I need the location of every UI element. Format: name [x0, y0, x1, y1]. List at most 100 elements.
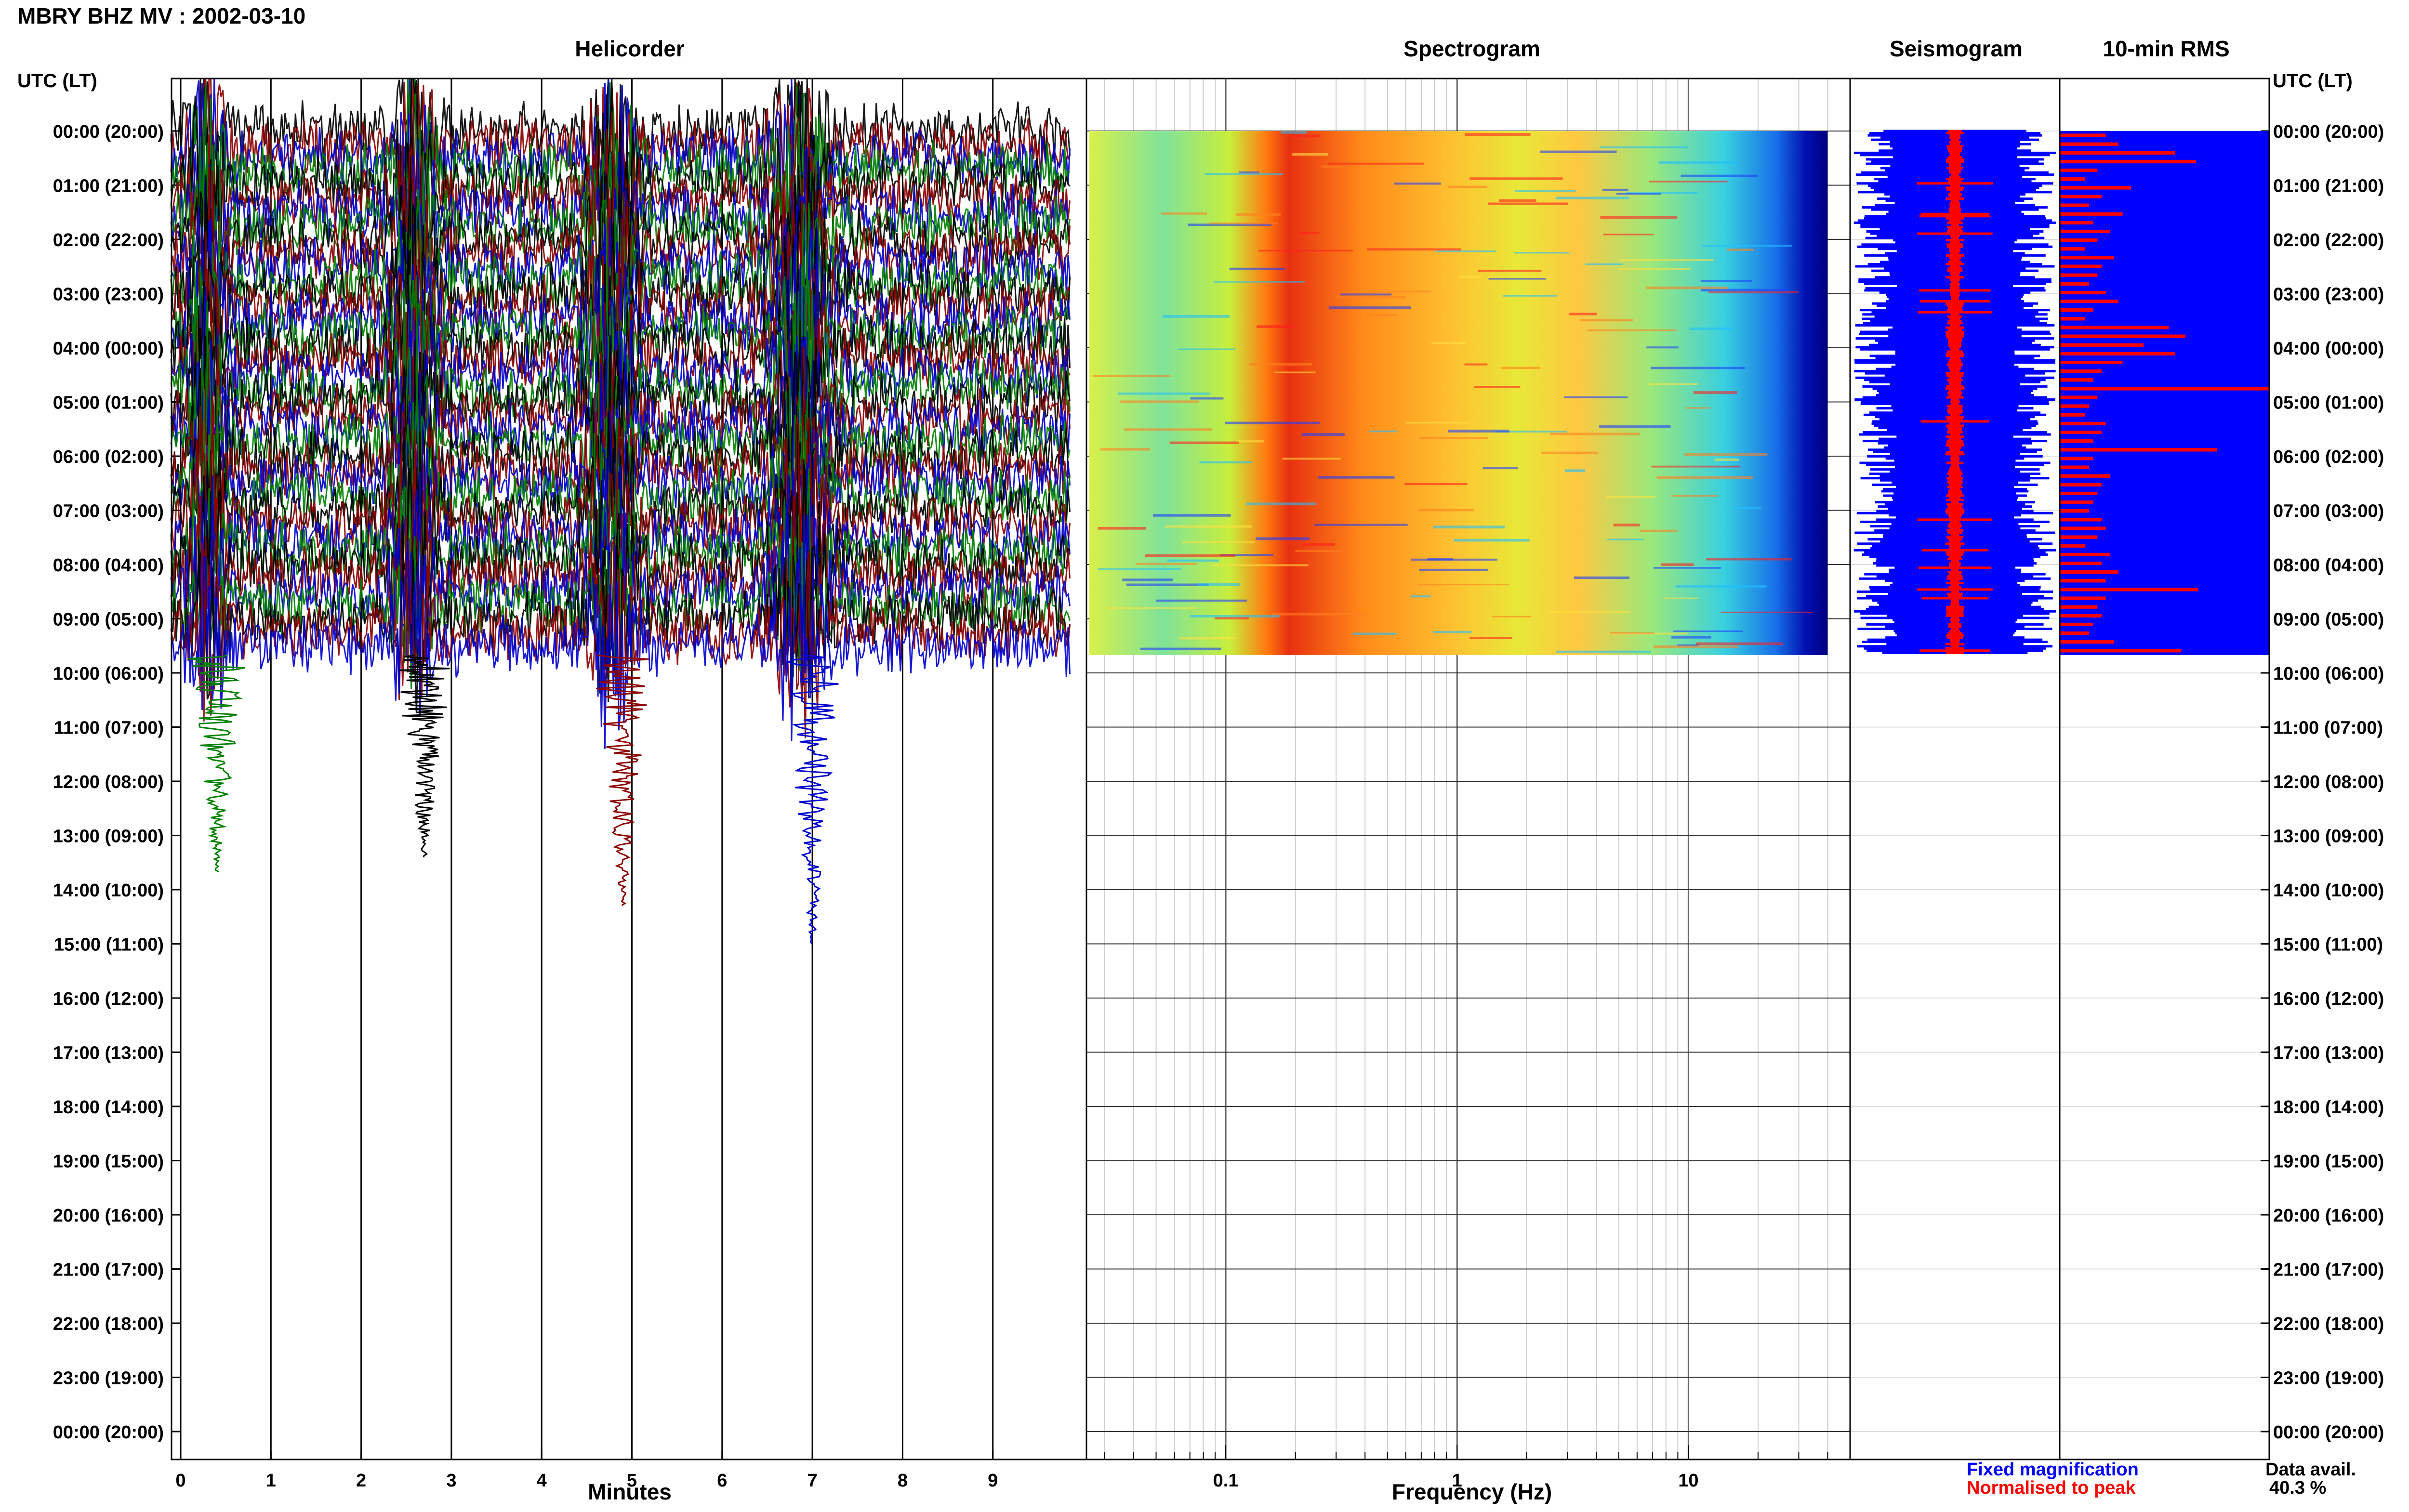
spectrogram-streak — [1314, 524, 1408, 526]
spectrogram-streak — [1340, 293, 1392, 296]
utc-hour-label-left: 19:00 (15:00) — [53, 1152, 164, 1172]
spectrogram-streak — [1671, 636, 1711, 639]
spectrogram-x-tick-label: 1 — [1452, 1471, 1462, 1491]
rms-normalised-bar — [2060, 195, 2102, 198]
utc-hour-label-left: 01:00 (21:00) — [53, 176, 164, 197]
rms-normalised-bar — [2060, 264, 2102, 268]
spectrogram-streak — [1488, 278, 1546, 280]
data-availability-label: Data avail. — [2265, 1459, 2356, 1480]
spectrogram-streak — [1167, 559, 1219, 562]
utc-hour-label-left: 10:00 (06:00) — [53, 664, 164, 684]
rms-normalised-bar — [2060, 212, 2123, 216]
spectrogram-streak — [1700, 280, 1752, 282]
spectrogram-streak — [1214, 617, 1249, 619]
spectrogram-streak — [1564, 469, 1586, 473]
spectrogram-streak — [1616, 193, 1661, 195]
spectrogram-streak — [1599, 425, 1671, 428]
utc-hour-label-right: 03:00 (23:00) — [2273, 285, 2384, 305]
helicorder-x-tick-label: 9 — [988, 1471, 998, 1491]
spectrogram-streak — [1714, 458, 1739, 461]
spectrogram-streak — [1663, 597, 1699, 599]
spectrogram-streak — [1515, 190, 1576, 192]
spectrogram-streak — [1651, 465, 1741, 468]
utc-hour-label-left: 05:00 (01:00) — [53, 393, 164, 413]
spectrogram-streak — [1702, 245, 1792, 247]
spectrogram-streak — [1229, 267, 1285, 271]
spectrogram-streak — [1550, 433, 1640, 435]
spectrogram-streak — [1658, 161, 1738, 164]
spectrogram-streak — [1656, 476, 1753, 479]
spectrogram-streak — [1291, 134, 1320, 138]
rms-normalised-bar — [2060, 247, 2085, 251]
spectrogram-streak — [1684, 453, 1768, 456]
spectrogram-streak — [1404, 483, 1468, 486]
utc-hour-label-left: 09:00 (05:00) — [53, 610, 164, 630]
spectrogram-streak — [1246, 502, 1316, 506]
utc-header-right: UTC (LT) — [2273, 70, 2353, 92]
spectrogram-streak — [1492, 616, 1531, 618]
spectrogram-streak — [1204, 173, 1284, 175]
utc-hour-label-left: 12:00 (08:00) — [53, 772, 164, 792]
rms-normalised-bar — [2060, 221, 2093, 225]
spectrogram-streak — [1417, 584, 1509, 586]
utc-hour-label-right: 18:00 (14:00) — [2273, 1097, 2384, 1118]
rms-normalised-bar — [2060, 282, 2089, 286]
spectrogram-streak — [1118, 392, 1211, 395]
plot-frame — [171, 78, 2270, 1460]
spectrogram-streak — [1448, 185, 1487, 188]
rms-normalised-bar — [2060, 579, 2106, 583]
helicorder-x-tick-label: 4 — [537, 1471, 547, 1491]
legend-normalised-to-peak: Normalised to peak — [1967, 1478, 2136, 1498]
spectrogram-streak — [1564, 396, 1628, 398]
rms-normalised-bar — [2060, 474, 2110, 478]
spectrogram-streak — [1447, 429, 1509, 433]
helicorder-event-trace — [187, 654, 246, 873]
rms-normalised-bar — [2060, 518, 2102, 522]
utc-hour-label-right: 22:00 (18:00) — [2273, 1314, 2384, 1334]
spectrogram-streak — [1645, 286, 1728, 289]
spectrogram-streak — [1608, 632, 1688, 635]
helicorder-x-tick-label: 2 — [356, 1471, 366, 1491]
utc-hour-label-right: 16:00 (12:00) — [2273, 989, 2384, 1009]
spectrogram-streak — [1272, 613, 1366, 616]
rms-normalised-bar — [2060, 299, 2118, 303]
spectrogram-streak — [1671, 495, 1718, 497]
spectrogram-streak — [1498, 199, 1536, 202]
utc-hour-label-right: 17:00 (13:00) — [2273, 1043, 2384, 1064]
spectrogram-streak — [1675, 585, 1766, 588]
spectrogram-streak — [1366, 248, 1461, 250]
rms-normalised-bar — [2060, 448, 2217, 452]
rms-normalised-bar — [2060, 526, 2106, 530]
spectrogram-streak — [1681, 174, 1758, 177]
spectrogram-streak — [1140, 647, 1221, 650]
spectrogram-streak — [1435, 250, 1496, 252]
spectrogram-streak — [1182, 541, 1255, 543]
spectrogram-streak — [1661, 563, 1694, 566]
spectrogram-streak — [1574, 576, 1629, 579]
spectrogram-streak — [1606, 496, 1655, 498]
spectrogram-streak — [1274, 371, 1316, 373]
spectrogram-streak — [1514, 252, 1570, 254]
utc-hour-label-left: 07:00 (03:00) — [53, 501, 164, 522]
utc-hour-label-left: 11:00 (07:00) — [54, 718, 164, 738]
helicorder-x-tick-label: 7 — [807, 1471, 818, 1491]
utc-hour-label-right: 06:00 (02:00) — [2273, 447, 2384, 467]
helicorder-trace — [170, 78, 1071, 201]
rms-normalised-bar — [2060, 491, 2098, 496]
utc-hour-label-right: 20:00 (16:00) — [2273, 1206, 2384, 1226]
spectrogram-streak — [1613, 523, 1640, 526]
rms-normalised-bar — [2060, 203, 2089, 207]
rms-normalised-bar — [2060, 439, 2093, 443]
rms-normalised-bar — [2060, 352, 2175, 355]
rms-normalised-bar — [2060, 290, 2106, 295]
spectrogram-streak — [1299, 232, 1320, 235]
spectrogram-streak — [1626, 192, 1698, 194]
utc-hour-label-left: 23:00 (19:00) — [53, 1368, 164, 1389]
rms-normalised-bar — [2060, 168, 2098, 172]
rms-normalised-bar — [2060, 640, 2115, 644]
utc-hour-label-right: 07:00 (03:00) — [2273, 501, 2384, 522]
spectrogram-streak — [1363, 290, 1431, 292]
spectrogram-streak — [1648, 383, 1698, 385]
utc-hour-label-right: 23:00 (19:00) — [2273, 1368, 2384, 1389]
spectrogram-streak — [1673, 630, 1743, 632]
